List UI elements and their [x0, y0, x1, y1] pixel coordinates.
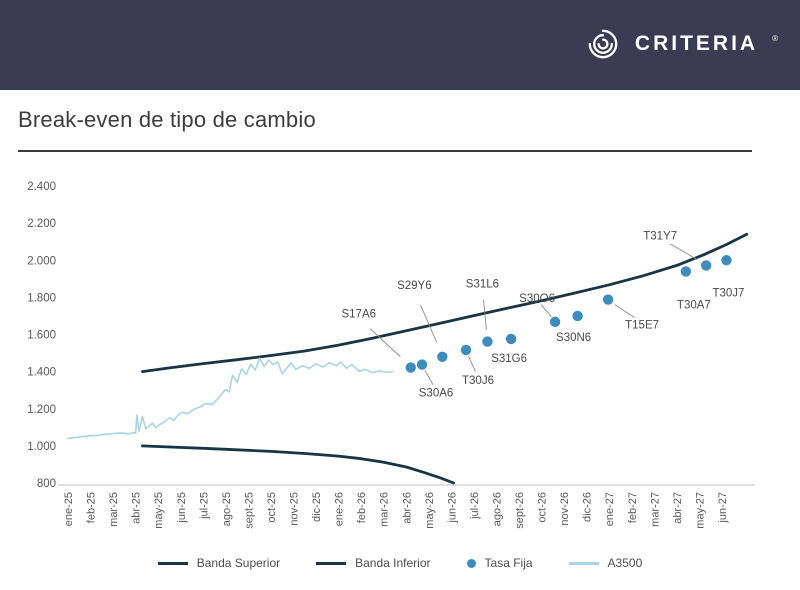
brand-name: CRITERIA	[634, 32, 759, 55]
x-axis-tick-label: may-27	[694, 492, 706, 529]
tasa-fija-point-S30N6	[572, 310, 583, 322]
x-axis-tick-label: ene-26	[334, 492, 346, 526]
point-label-S17A6: S17A6	[341, 309, 376, 321]
x-axis-tick-label: feb-27	[627, 492, 639, 523]
y-axis-tick-label: 800	[37, 478, 56, 490]
banda-inferior-line	[140, 444, 456, 485]
annotation-leader-line	[420, 304, 438, 343]
legend-item-tasa-fija: Tasa Fija	[466, 556, 533, 570]
tasa-fija-point-S30A6	[416, 359, 428, 370]
point-label-S29Y6: S29Y6	[397, 280, 432, 292]
y-axis-tick-label: 1.800	[27, 292, 56, 304]
tasa-fija-point-S31L6	[482, 336, 493, 347]
point-label-S30A6: S30A6	[419, 388, 454, 400]
x-axis-tick-label: ago-25	[221, 492, 233, 526]
annotation-leader-line	[467, 355, 476, 372]
y-axis-tick-label: 2.400	[27, 181, 56, 193]
legend-label-banda-superior: Banda Superior	[196, 556, 281, 570]
y-axis-tick-label: 2.000	[27, 255, 56, 267]
tasa-fija-point-T30J6	[460, 344, 472, 356]
point-label-T15E7: T15E7	[625, 320, 659, 332]
legend-label-tasa-fija: Tasa Fija	[484, 556, 533, 570]
tasa-fija-point-S29Y6	[437, 351, 448, 362]
x-axis-tick-label: mar-26	[379, 492, 391, 527]
point-label-T30A7: T30A7	[677, 299, 711, 311]
point-label-S30O6: S30O6	[519, 293, 555, 305]
break-even-chart: 800 1.000 1.200 1.400 1.600 1.800 2.000 2.200 2.…	[27, 181, 755, 529]
x-axis-tick-label: feb-25	[86, 492, 98, 523]
annotation-leader-line	[670, 243, 698, 260]
tasa-fija-point-T30J7	[721, 255, 732, 266]
legend-item-banda-superior: Banda Superior	[157, 556, 281, 570]
x-axis-tick-label: feb-26	[356, 492, 368, 523]
x-axis-tick-label: abr-26	[401, 492, 413, 524]
x-axis-tick-label: dic-26	[582, 492, 594, 522]
brand-trademark: ®	[772, 33, 778, 43]
tasa-fija-point-S17A6	[405, 362, 416, 373]
legend-label-a3500: A3500	[607, 556, 643, 570]
tasa-fija-point-T15E7	[602, 294, 614, 305]
a3500-swatch	[568, 561, 599, 565]
x-axis-tick-label: ago-26	[491, 492, 503, 526]
x-axis-tick-label: may-26	[424, 492, 436, 529]
x-axis-tick-label: may-25	[153, 492, 165, 529]
title-divider	[18, 150, 752, 152]
point-label-T30J7: T30J7	[712, 287, 744, 299]
legend-item-a3500: A3500	[568, 556, 643, 570]
x-axis-tick-label: oct-26	[537, 492, 549, 523]
brand-logo: CRITERIA ®	[584, 25, 778, 63]
x-axis-tick-label: oct-25	[266, 492, 278, 523]
y-axis-tick-label: 1.000	[27, 441, 56, 453]
header-bar: CRITERIA ®	[0, 0, 800, 90]
point-label-T31Y7: T31Y7	[643, 230, 677, 242]
page-title: Break-even de tipo de cambio	[18, 107, 316, 132]
banda-superior-swatch	[157, 561, 188, 565]
point-label-S31G6: S31G6	[491, 353, 527, 365]
criteria-logo-icon	[588, 29, 618, 59]
x-axis-tick-label: abr-25	[131, 492, 143, 524]
banda-inferior-swatch	[316, 561, 347, 565]
point-label-S31L6: S31L6	[466, 279, 499, 291]
tasa-fija-point-S31G6	[505, 333, 517, 345]
x-axis-tick-label: sept-26	[514, 492, 526, 529]
legend-label-banda-inferior: Banda Inferior	[355, 556, 431, 570]
y-axis-tick-label: 2.200	[27, 218, 56, 230]
legend-item-banda-inferior: Banda Inferior	[316, 556, 431, 570]
x-axis-tick-label: ene-25	[63, 492, 75, 526]
x-axis-tick-label: jun-27	[717, 492, 729, 524]
annotation-leader-line	[369, 328, 401, 358]
x-axis-tick-label: jun-26	[446, 492, 458, 524]
x-axis-tick-label: jul-25	[198, 492, 210, 520]
tasa-fija-point-S30O6	[549, 316, 561, 328]
annotation-leader-line	[483, 299, 487, 330]
tasa-fija-point-T31Y7	[700, 260, 712, 271]
x-axis-tick-label: mar-27	[649, 492, 661, 527]
x-axis-tick-label: jun-25	[176, 492, 188, 524]
x-axis-tick-label: nov-25	[289, 492, 301, 526]
x-axis-tick-label: nov-26	[559, 492, 571, 526]
y-axis-tick-label: 1.600	[27, 330, 56, 342]
point-label-S30N6: S30N6	[556, 332, 591, 344]
tasa-fija-point-T30A7	[680, 266, 692, 277]
x-axis-tick-label: sept-25	[243, 492, 255, 529]
point-label-T30J6: T30J6	[462, 375, 494, 387]
x-axis-tick-label: jul-26	[469, 492, 481, 520]
x-axis-tick-label: ene-27	[604, 492, 616, 526]
chart-legend: Banda Superior Banda Inferior Tasa Fija …	[0, 556, 800, 570]
annotation-leader-line	[424, 369, 434, 385]
annotation-leader-line	[614, 304, 635, 318]
annotation-leader-line	[540, 304, 552, 318]
banda-superior-line	[140, 232, 749, 374]
a3500-line	[67, 357, 394, 440]
x-axis-tick-label: dic-25	[311, 492, 323, 522]
x-axis-tick-label: mar-25	[108, 492, 120, 527]
y-axis-tick-label: 1.400	[27, 367, 56, 379]
x-axis-tick-label: abr-27	[672, 492, 684, 524]
tasa-fija-dot-swatch	[466, 558, 476, 568]
y-axis-tick-label: 1.200	[27, 404, 56, 416]
